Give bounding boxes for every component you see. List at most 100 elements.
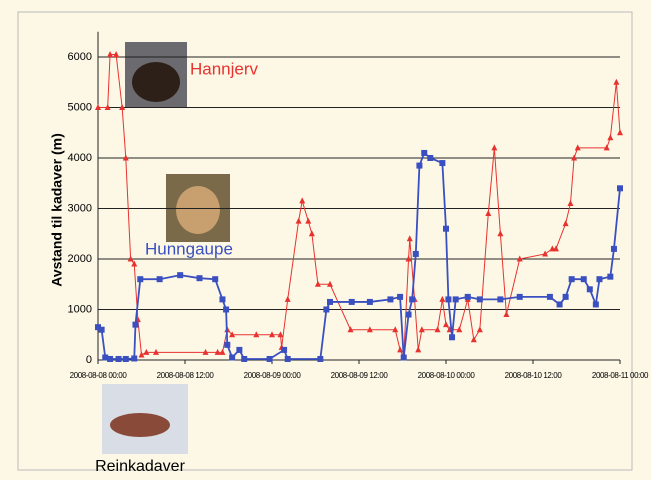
marker: [284, 355, 291, 362]
marker: [443, 321, 449, 328]
x-tick-label: 2008-08-08 12:00: [157, 371, 215, 380]
marker: [412, 250, 419, 257]
series-label: Hunngaupe: [145, 239, 233, 258]
marker: [266, 355, 273, 362]
marker: [366, 326, 373, 333]
marker: [586, 286, 593, 293]
marker: [107, 355, 114, 362]
marker: [241, 355, 248, 362]
marker: [400, 354, 407, 361]
lynx-shape: [176, 186, 220, 234]
marker: [107, 50, 114, 57]
y-tick-label: 4000: [68, 152, 92, 164]
y-tick-label: 3000: [68, 202, 92, 214]
marker: [607, 273, 614, 280]
x-tick-label: 2008-08-09 00:00: [244, 371, 302, 380]
marker: [277, 331, 284, 338]
marker: [405, 255, 412, 262]
marker: [153, 348, 159, 355]
marker: [284, 295, 291, 302]
marker: [98, 326, 105, 333]
marker: [323, 306, 330, 313]
marker: [491, 144, 498, 151]
marker: [443, 225, 449, 232]
marker: [456, 326, 463, 333]
marker: [449, 334, 456, 341]
marker: [439, 295, 446, 302]
marker: [617, 185, 623, 192]
marker: [219, 296, 226, 303]
marker: [305, 217, 312, 224]
marker: [212, 276, 219, 283]
marker: [617, 129, 623, 136]
marker: [415, 346, 422, 353]
marker: [95, 104, 101, 110]
marker: [562, 220, 569, 227]
marker: [567, 199, 574, 206]
marker: [327, 298, 333, 305]
marker: [131, 355, 138, 362]
x-tick-label: 2008-08-10 00:00: [418, 371, 476, 380]
marker: [445, 296, 452, 303]
marker: [476, 326, 483, 333]
marker: [580, 276, 587, 283]
y-tick-label: 6000: [68, 51, 92, 63]
marker: [476, 296, 483, 303]
marker: [138, 351, 145, 358]
y-axis-label: Avstand til kadaver (m): [49, 133, 65, 287]
marker: [348, 298, 355, 305]
x-tick-label: 2008-08-09 12:00: [331, 371, 389, 380]
marker: [416, 162, 423, 169]
marker: [224, 341, 231, 348]
marker: [546, 293, 553, 300]
marker: [347, 326, 354, 333]
marker: [556, 301, 563, 308]
marker: [434, 326, 441, 333]
marker: [568, 276, 575, 283]
marker: [253, 331, 260, 338]
x-tick-label: 2008-08-10 12:00: [505, 371, 563, 380]
marker: [464, 293, 471, 300]
marker: [574, 144, 581, 151]
marker: [137, 276, 144, 283]
marker: [317, 355, 324, 362]
marker: [308, 230, 315, 237]
marker: [497, 230, 504, 237]
marker: [132, 321, 139, 328]
x-tick-label: 2008-08-11 00:00: [592, 371, 649, 380]
marker: [156, 276, 163, 283]
marker: [127, 255, 134, 262]
series-label: Hannjerv: [190, 59, 259, 78]
marker: [366, 298, 373, 305]
carcass-shape: [110, 413, 170, 437]
marker: [392, 326, 399, 333]
marker: [409, 296, 416, 303]
marker: [314, 280, 321, 287]
marker: [295, 217, 302, 224]
marker: [571, 154, 578, 161]
marker: [613, 78, 620, 85]
marker: [562, 293, 569, 300]
frame: [17, 11, 633, 471]
marker: [452, 296, 459, 303]
marker: [592, 301, 599, 308]
marker: [470, 336, 477, 343]
marker: [229, 354, 236, 361]
marker: [122, 355, 129, 362]
marker: [115, 355, 122, 362]
marker: [610, 245, 617, 252]
marker: [405, 311, 412, 318]
marker: [406, 235, 413, 242]
y-tick-label: 2000: [68, 253, 92, 265]
marker: [143, 348, 150, 355]
marker: [219, 348, 226, 355]
marker: [497, 296, 504, 303]
marker: [122, 154, 129, 161]
marker: [223, 306, 230, 313]
marker: [387, 296, 394, 303]
marker: [299, 197, 306, 204]
marker: [281, 346, 288, 353]
y-tick-label: 5000: [68, 101, 92, 113]
wolverine-shape: [132, 62, 180, 102]
marker: [236, 346, 243, 353]
